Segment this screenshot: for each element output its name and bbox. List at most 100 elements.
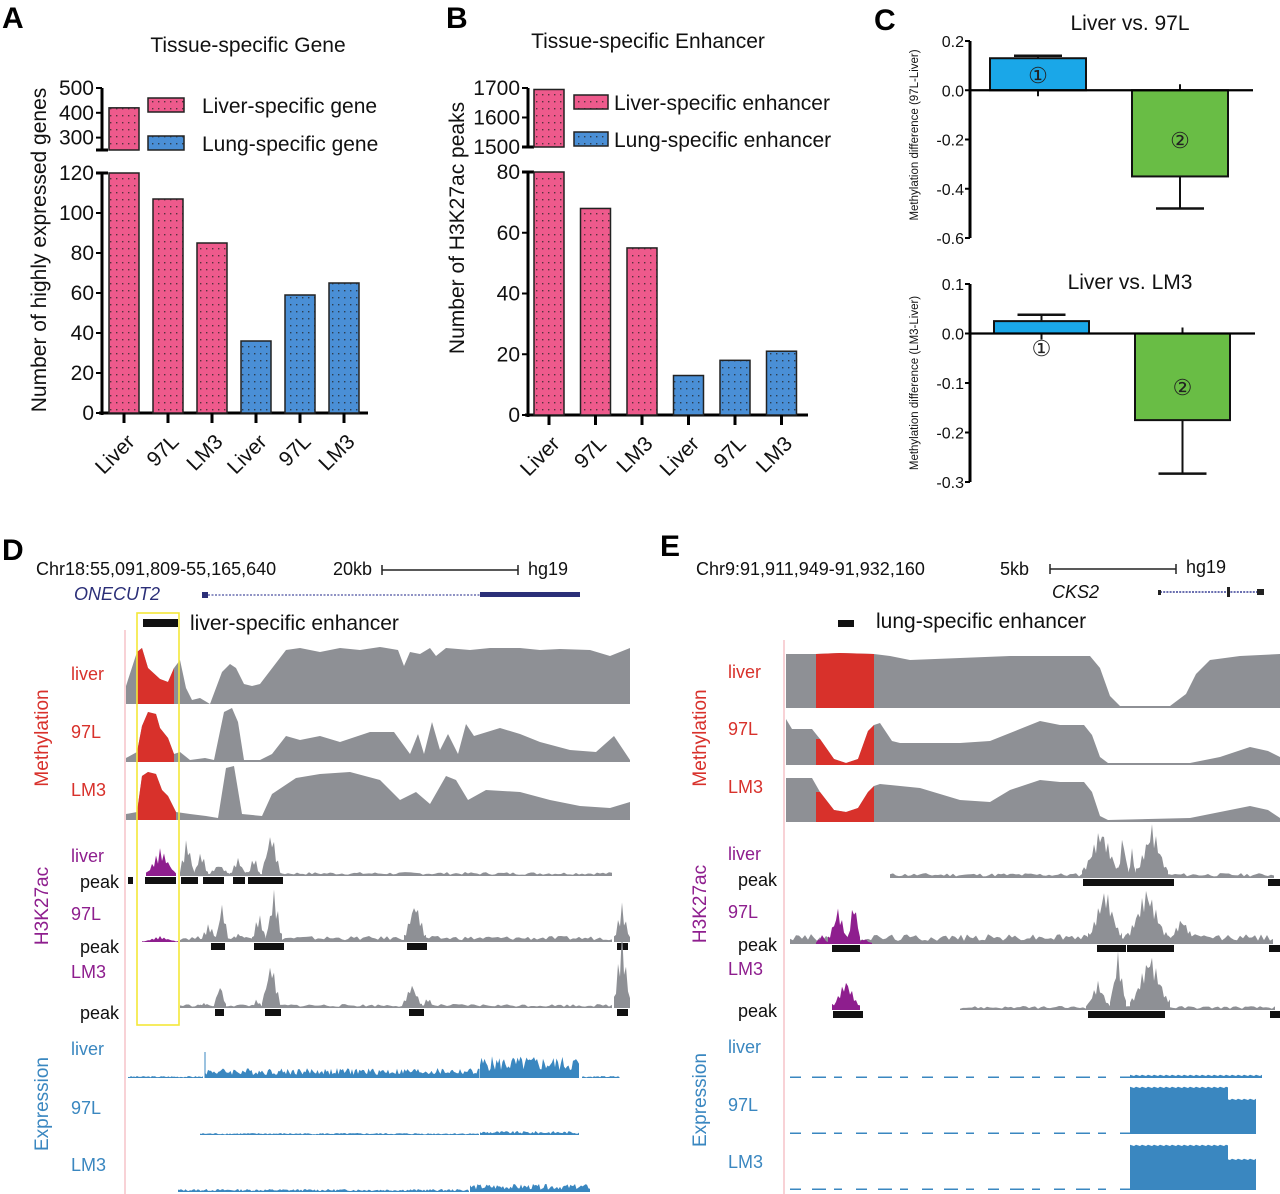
category-label-2: ② xyxy=(1170,129,1190,154)
peak-call-bar xyxy=(1127,945,1174,952)
expression-background-read xyxy=(1098,1076,1106,1078)
enhancer-marker-d xyxy=(143,619,178,627)
bar-pattern xyxy=(766,351,797,415)
bar-pattern xyxy=(285,295,315,413)
panel-label-e: E xyxy=(660,530,680,563)
h3k27ac-background-signal xyxy=(180,872,612,876)
bar-pattern xyxy=(580,208,611,415)
expression-signal xyxy=(178,1189,469,1192)
x-tick-label: Liver xyxy=(91,430,139,478)
track-label-h3-97l-e: 97L xyxy=(728,902,758,922)
expression-background-read xyxy=(790,1188,801,1190)
chart-a-title: Tissue-specific Gene xyxy=(150,34,345,57)
h3k27ac-signal-peak xyxy=(1168,920,1196,944)
h3k27ac-signal-peak xyxy=(230,857,246,876)
browser-e-tracks xyxy=(786,653,1280,1190)
h3k27ac-signal-peak xyxy=(216,904,228,942)
h3k27ac-signal-peak xyxy=(422,999,434,1008)
expression-background-read xyxy=(812,1188,826,1190)
expression-background-read xyxy=(856,1132,867,1134)
bar-pattern xyxy=(153,199,183,413)
panel-label-c: C xyxy=(874,4,896,37)
y-tick-label: 20 xyxy=(497,343,520,366)
track-label-expr-97l-e: 97L xyxy=(728,1095,758,1115)
h3k27ac-signal-peak xyxy=(614,928,630,1008)
group-label-h3k27ac-e: H3K27ac xyxy=(690,865,711,943)
expression-signal xyxy=(582,1076,620,1078)
enhancer-label-e: lung-specific enhancer xyxy=(876,610,1086,633)
h3k27ac-signal-peak xyxy=(1128,848,1136,878)
h3k27ac-signal-peak xyxy=(252,915,266,942)
expression-background-read xyxy=(812,1132,826,1134)
bar-pattern xyxy=(197,243,227,413)
peak-call-bar xyxy=(409,1009,424,1016)
expression-background-read xyxy=(1010,1076,1024,1078)
y-tick-label: 0 xyxy=(508,404,520,427)
peak-label-97l-e: peak xyxy=(738,935,778,955)
expression-signal xyxy=(1228,1158,1256,1190)
enhancer-marker-e xyxy=(838,620,854,627)
locus-label-d: Chr18:55,091,809-55,165,640 xyxy=(36,559,276,579)
peak-call-bar xyxy=(1269,945,1280,952)
y-tick-label: 40 xyxy=(497,283,520,306)
expression-background-read xyxy=(878,1132,892,1134)
panel-label-b: B xyxy=(446,2,468,35)
peak-call-bar xyxy=(265,1009,281,1016)
h3k27ac-signal-peak xyxy=(266,889,282,942)
expression-background-read xyxy=(834,1188,842,1190)
assembly-label-e: hg19 xyxy=(1186,557,1226,577)
peak-call-bar xyxy=(215,1009,224,1016)
bar-2 xyxy=(1131,89,1229,178)
x-tick-label: Liver xyxy=(516,432,564,480)
bar-1 xyxy=(993,320,1090,335)
peak-call-bar xyxy=(1270,1011,1280,1018)
expression-signal xyxy=(470,1184,590,1192)
expression-signal xyxy=(480,1056,579,1078)
methylation-signal-gray xyxy=(786,719,1280,765)
peak-label-lm3-d: peak xyxy=(80,1003,120,1023)
track-label-h3-liver-e: liver xyxy=(728,844,761,864)
h3k27ac-signal-peak xyxy=(1088,893,1122,944)
bar-pattern xyxy=(109,107,139,150)
bar-pattern xyxy=(720,360,750,415)
expression-signal xyxy=(205,1068,480,1078)
expression-background-read xyxy=(1032,1076,1040,1078)
expression-background-read xyxy=(1010,1188,1024,1190)
h3k27ac-enhancer-peak xyxy=(856,939,872,944)
expression-signal xyxy=(1130,1144,1228,1190)
h3k27ac-enhancer-peak xyxy=(142,936,178,942)
x-tick-label: LM3 xyxy=(752,432,797,477)
expression-background-read xyxy=(1098,1188,1106,1190)
group-label-methylation-e: Methylation xyxy=(690,689,711,786)
x-tick-label: Liver xyxy=(656,432,704,480)
expression-background-read xyxy=(922,1132,933,1134)
peak-call-bar xyxy=(1097,945,1126,952)
y-tick-label: 400 xyxy=(59,102,94,125)
group-label-expression-e: Expression xyxy=(690,1053,711,1147)
h3k27ac-signal-peak xyxy=(1086,980,1110,1010)
h3k27ac-signal-peak xyxy=(252,999,262,1008)
gene-model-d xyxy=(202,592,580,598)
expression-signal xyxy=(1130,1086,1228,1134)
peak-call-bar xyxy=(233,877,245,884)
methylation-signal-enhancer-highlight xyxy=(137,712,174,762)
track-label-expr-liver-d: liver xyxy=(71,1039,104,1059)
methylation-signal-enhancer-highlight xyxy=(137,772,176,820)
bar-pattern xyxy=(109,173,139,413)
x-tick-label: 97L xyxy=(709,432,750,473)
track-label-h3-liver-d: liver xyxy=(71,846,104,866)
h3k27ac-background-signal xyxy=(180,1004,612,1008)
peak-call-bar xyxy=(1088,1011,1165,1018)
expression-background-read xyxy=(790,1132,801,1134)
expression-background-read xyxy=(1120,1188,1131,1190)
y-tick-label: -0.2 xyxy=(936,426,964,443)
h3k27ac-signal-peak xyxy=(248,860,260,876)
peak-call-bar xyxy=(128,877,133,884)
expression-background-read xyxy=(878,1188,892,1190)
chart-b-title: Tissue-specific Enhancer xyxy=(531,30,765,53)
h3k27ac-signal-peak xyxy=(196,1002,210,1008)
y-tick-label: 0.0 xyxy=(942,327,964,344)
track-label-meth-liver-d: liver xyxy=(71,664,104,684)
legend-swatch-pattern xyxy=(148,136,184,150)
peak-call-bar xyxy=(833,1011,863,1018)
